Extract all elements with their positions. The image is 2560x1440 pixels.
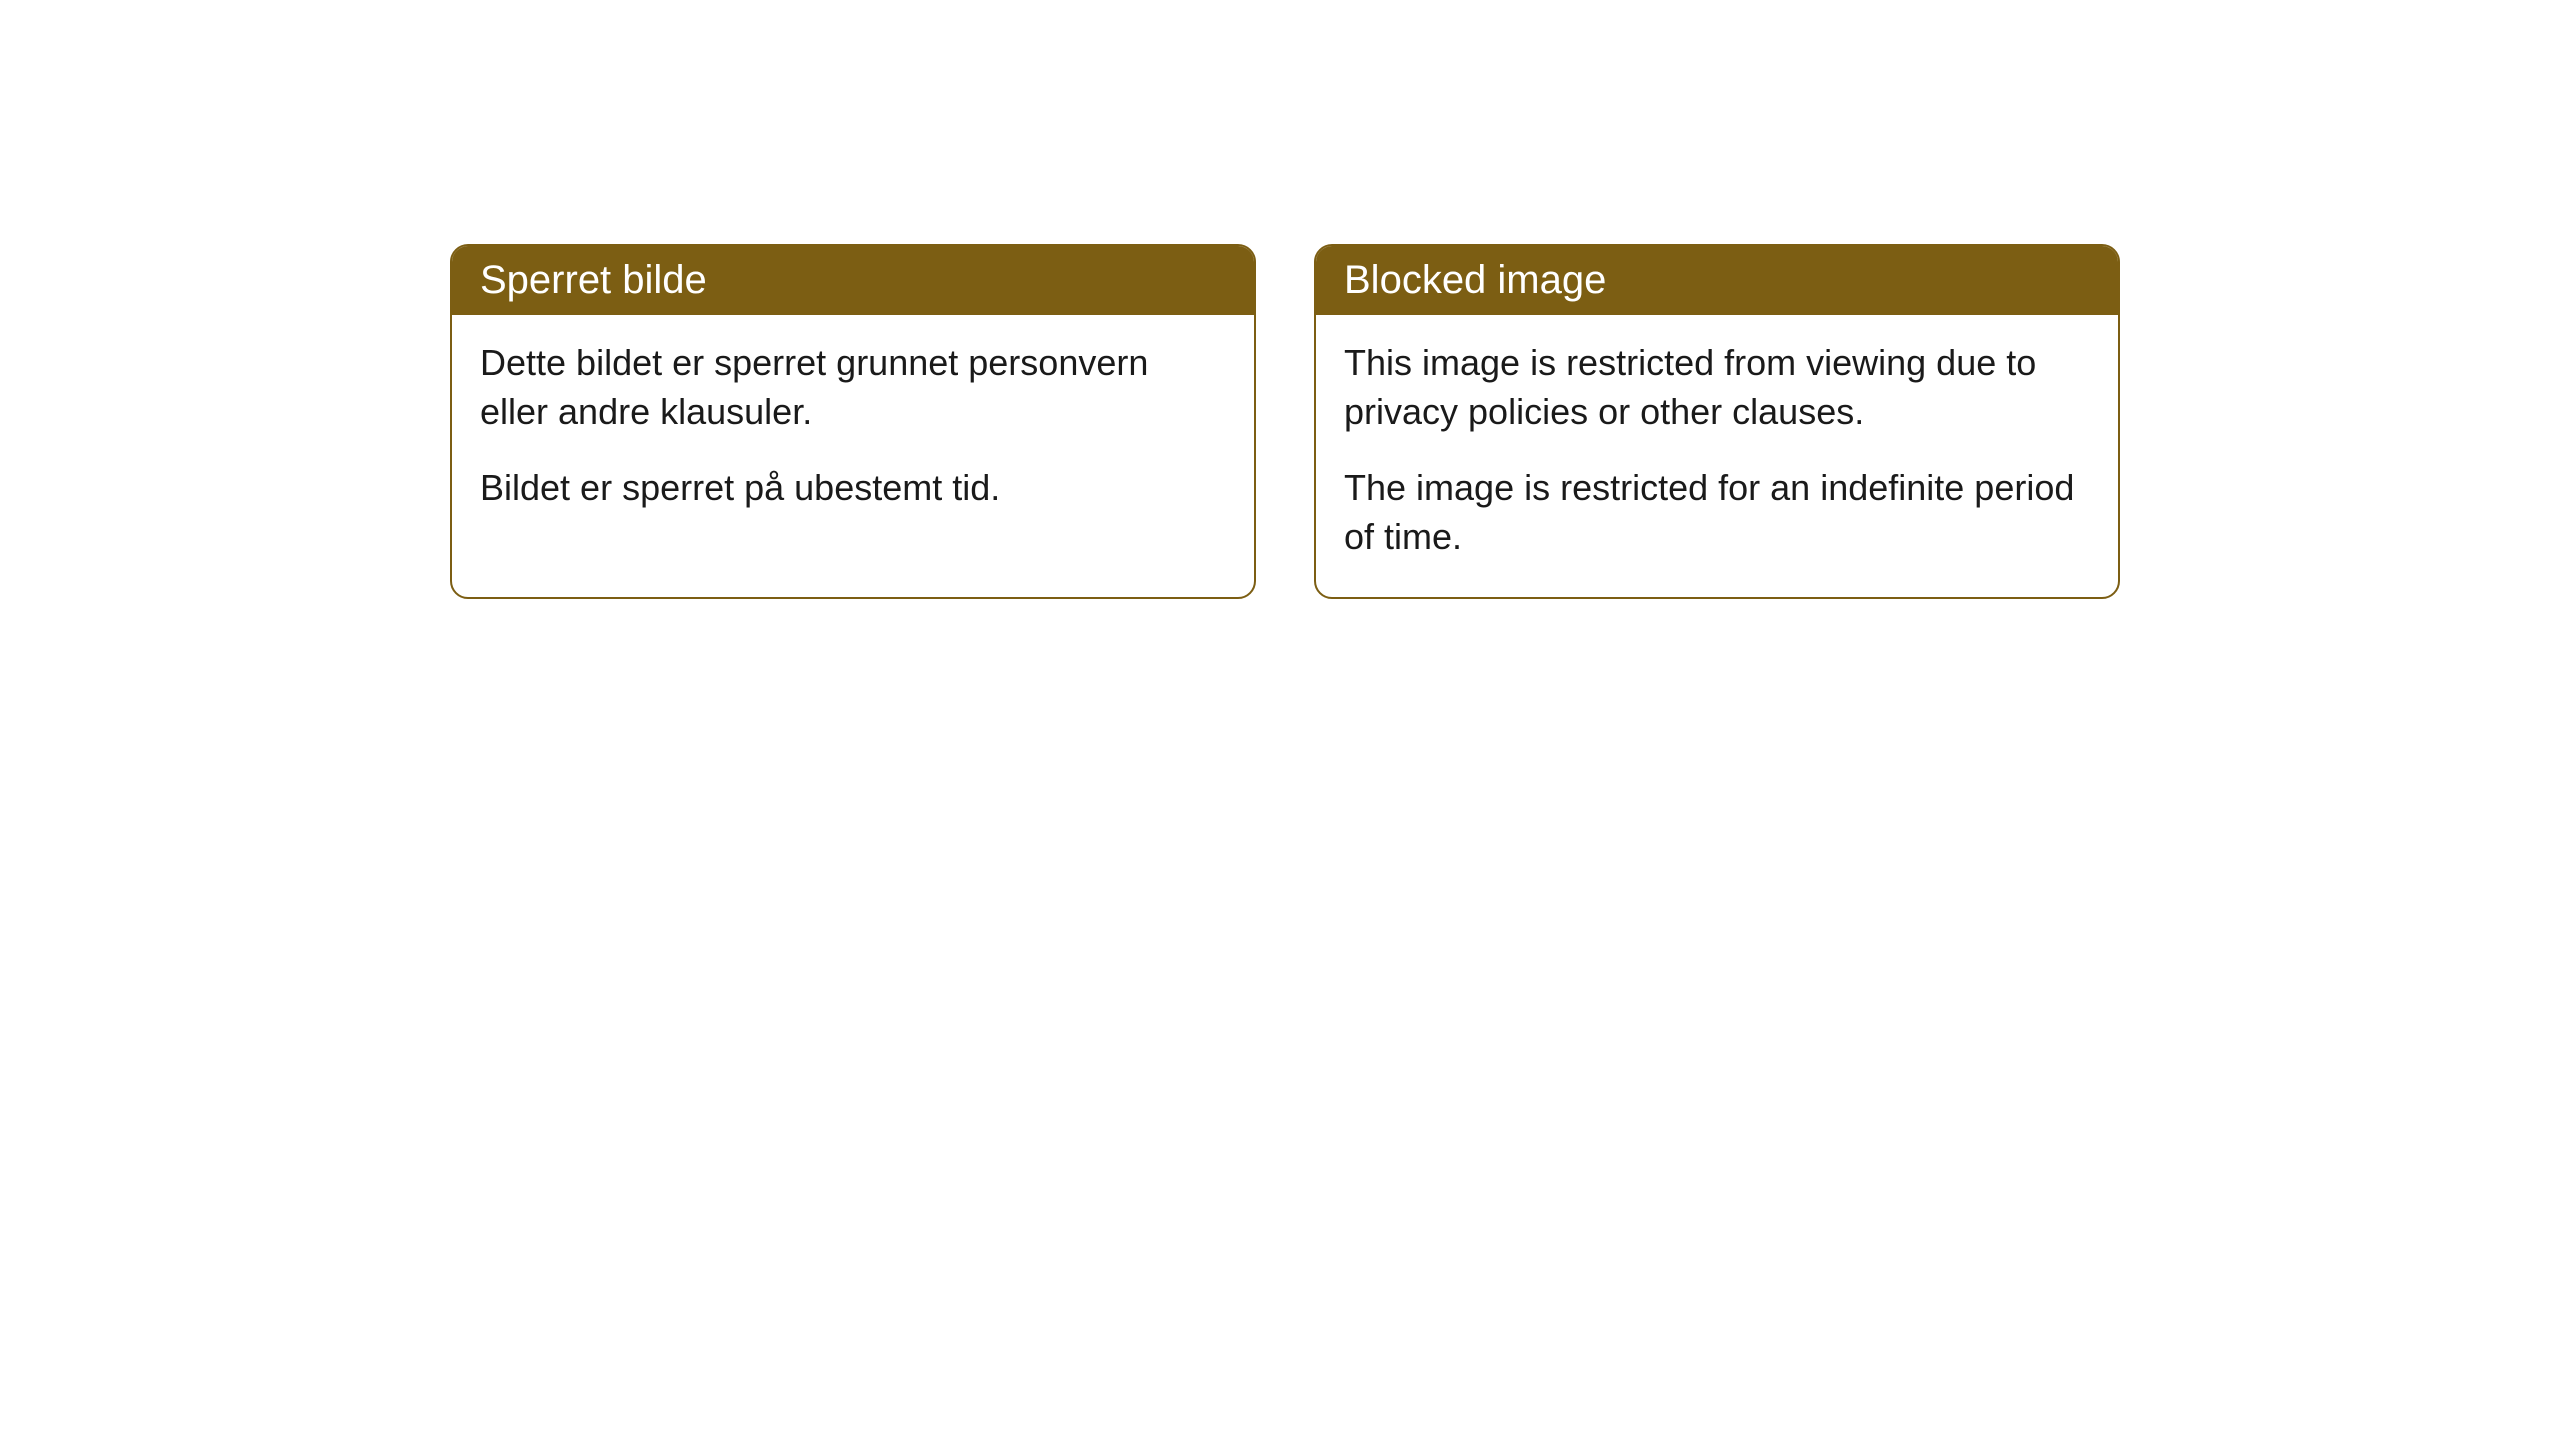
card-paragraph1-norwegian: Dette bildet er sperret grunnet personve… <box>480 339 1226 436</box>
card-norwegian: Sperret bilde Dette bildet er sperret gr… <box>450 244 1256 599</box>
card-body-english: This image is restricted from viewing du… <box>1316 315 2118 597</box>
cards-container: Sperret bilde Dette bildet er sperret gr… <box>450 244 2120 599</box>
card-body-norwegian: Dette bildet er sperret grunnet personve… <box>452 315 1254 549</box>
card-title-english: Blocked image <box>1344 258 1606 302</box>
card-title-norwegian: Sperret bilde <box>480 258 707 302</box>
card-paragraph2-english: The image is restricted for an indefinit… <box>1344 464 2090 561</box>
card-paragraph1-english: This image is restricted from viewing du… <box>1344 339 2090 436</box>
card-paragraph2-norwegian: Bildet er sperret på ubestemt tid. <box>480 464 1226 513</box>
card-header-english: Blocked image <box>1316 246 2118 315</box>
card-english: Blocked image This image is restricted f… <box>1314 244 2120 599</box>
card-header-norwegian: Sperret bilde <box>452 246 1254 315</box>
